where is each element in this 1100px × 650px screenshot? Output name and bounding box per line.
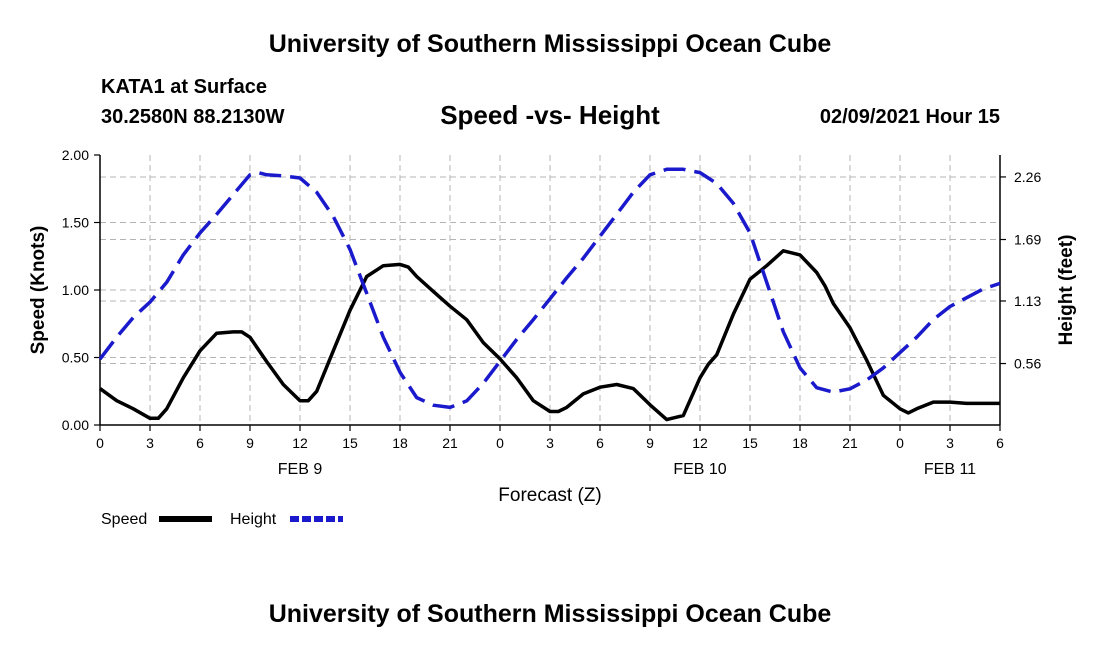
y2-tick-label: 2.26: [1014, 169, 1041, 185]
x-tick-label: 15: [342, 435, 358, 451]
height-series-line: [98, 167, 1001, 410]
x-tick-label: 18: [792, 435, 808, 451]
y-tick-label: 1.00: [62, 282, 89, 298]
date-label: FEB 11: [924, 461, 976, 478]
x-tick-label: 6: [196, 435, 204, 451]
forecast-datestamp: 02/09/2021 Hour 15: [819, 106, 1000, 128]
x-tick-label: 0: [496, 435, 504, 451]
x-tick-label: 3: [546, 435, 554, 451]
x-tick-label: 6: [996, 435, 1004, 451]
legend-speed-label: Speed: [101, 511, 147, 528]
speed-series-line: [98, 249, 1000, 422]
date-label: FEB 9: [278, 461, 323, 478]
date-label: FEB 10: [673, 461, 726, 478]
x-tick-label: 18: [392, 435, 408, 451]
x-axis-title: Forecast (Z): [498, 485, 601, 506]
x-tick-label: 12: [692, 435, 708, 451]
x-tick-label: 21: [842, 435, 858, 451]
x-tick-label: 6: [596, 435, 604, 451]
x-tick-label: 9: [646, 435, 654, 451]
y-tick-label: 0.00: [62, 417, 89, 433]
x-tick-label: 9: [246, 435, 254, 451]
station-name: KATA1 at Surface: [101, 76, 267, 98]
station-coordinates: 30.2580N 88.2130W: [101, 106, 285, 128]
top-title: University of Southern Mississippi Ocean…: [268, 30, 832, 58]
x-tick-label: 12: [292, 435, 308, 451]
y-axis-title: Speed (Knots): [28, 226, 49, 355]
legend-height-label: Height: [230, 511, 277, 528]
x-tick-label: 0: [896, 435, 904, 451]
y-tick-label: 1.50: [62, 215, 89, 231]
y-tick-label: 0.50: [62, 350, 89, 366]
y2-tick-label: 0.56: [1014, 356, 1041, 372]
chart-title: Speed -vs- Height: [440, 100, 660, 130]
bottom-title: University of Southern Mississippi Ocean…: [268, 600, 832, 628]
y2-axis-title: Height (feet): [1056, 235, 1077, 346]
x-tick-label: 3: [146, 435, 154, 451]
y-tick-label: 2.00: [62, 147, 89, 163]
y2-tick-label: 1.69: [1014, 232, 1041, 248]
x-tick-label: 0: [96, 435, 104, 451]
x-tick-label: 21: [442, 435, 458, 451]
x-tick-label: 3: [946, 435, 954, 451]
x-tick-label: 15: [742, 435, 758, 451]
y2-tick-label: 1.13: [1014, 293, 1041, 309]
